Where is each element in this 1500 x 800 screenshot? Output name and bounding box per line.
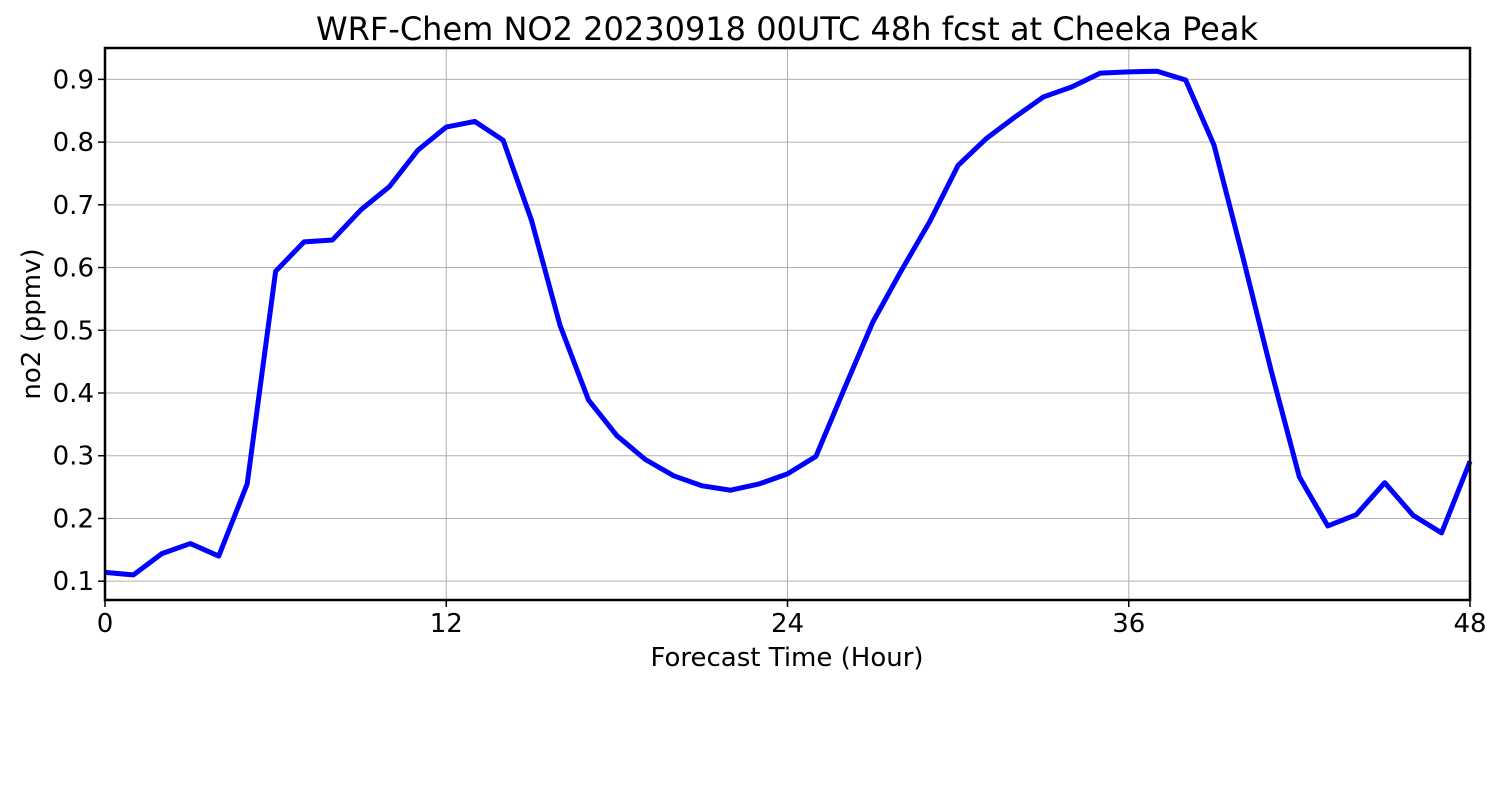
x-tick-label: 48 — [1453, 609, 1486, 639]
y-tick-label: 0.8 — [53, 128, 94, 158]
x-tick-label: 0 — [97, 609, 114, 639]
grid — [104, 48, 1471, 600]
series-group — [104, 68, 1473, 578]
y-tick-label: 0.9 — [53, 65, 94, 95]
y-axis: 0.1 0.2 0.3 0.4 0.5 0.6 0.7 0.8 0.9 — [53, 65, 105, 597]
x-axis-label: Forecast Time (Hour) — [650, 643, 923, 673]
y-tick-label: 0.7 — [53, 191, 94, 221]
y-tick-label: 0.3 — [53, 442, 94, 472]
y-tick-label: 0.2 — [53, 504, 94, 534]
y-tick-label: 0.6 — [53, 254, 94, 284]
x-tick-label: 12 — [430, 609, 463, 639]
y-tick-label: 0.5 — [53, 316, 94, 346]
x-tick-label: 24 — [771, 609, 804, 639]
chart-title: WRF-Chem NO2 20230918 00UTC 48h fcst at … — [316, 10, 1258, 48]
series-line — [104, 68, 1473, 578]
x-axis: 0 12 24 36 48 — [97, 600, 1487, 639]
x-tick-label: 36 — [1112, 609, 1145, 639]
y-axis-label: no2 (ppmv) — [17, 248, 47, 399]
y-tick-label: 0.1 — [53, 567, 94, 597]
y-tick-label: 0.4 — [53, 379, 94, 409]
